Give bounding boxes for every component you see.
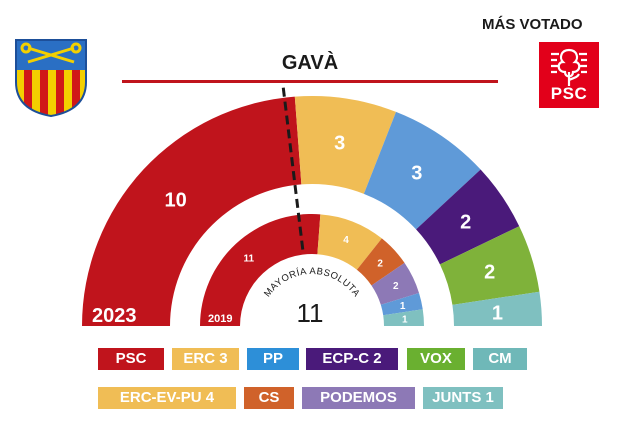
chart-title: GAVÀ (281, 52, 339, 74)
majority-value: 11 (297, 298, 324, 328)
seat-arc-0-2 (363, 111, 481, 230)
seat-label-0-2: 3 (411, 163, 422, 185)
seat-label-1-0: 11 (243, 253, 254, 264)
legend-chip-2-0: ERC-EV-PU 4 (98, 387, 236, 409)
year-label-1: 2019 (208, 313, 232, 325)
year-label-0: 2023 (92, 305, 137, 327)
seat-arc-0-3 (416, 169, 520, 265)
psc-logo-text: PSC (550, 84, 588, 103)
legend-chip-1-3: ECP-C 2 (306, 348, 398, 370)
seat-arc-1-5 (383, 309, 424, 326)
seat-label-1-1: 4 (343, 235, 349, 246)
legend-chip-2-2: PODEMOS (302, 387, 415, 409)
seat-arc-0-5 (452, 291, 542, 326)
legend-chip-1-0: PSC (98, 348, 164, 370)
seat-label-0-0: 10 (165, 190, 187, 212)
legend-chip-1-4: VOX (407, 348, 465, 370)
seat-label-1-4: 1 (400, 301, 406, 312)
seat-arc-1-4 (380, 292, 423, 316)
title-divider (122, 80, 498, 83)
seat-label-0-1: 3 (334, 132, 345, 154)
seat-label-1-2: 2 (377, 258, 383, 269)
seat-arc-1-2 (356, 238, 405, 286)
seat-arc-0-1 (294, 96, 397, 194)
seat-arc-0-4 (439, 226, 540, 305)
legend-chip-1-1: ERC 3 (172, 348, 239, 370)
seat-label-1-5: 1 (402, 315, 408, 326)
most-voted-label: MÁS VOTADO (482, 16, 583, 33)
legend-chip-2-1: CS (244, 387, 294, 409)
seat-arc-1-1 (317, 214, 382, 270)
psc-rose-icon (551, 48, 587, 86)
seat-arc-0-0 (82, 96, 302, 326)
seat-arc-1-3 (371, 262, 420, 305)
seat-arc-1-0 (200, 213, 321, 326)
seat-label-0-5: 1 (492, 302, 503, 324)
seat-label-0-4: 2 (484, 261, 495, 283)
psc-logo: PSC (539, 42, 599, 108)
majority-label: MAYORÍA ABSOLUTA (262, 266, 362, 299)
legend-chip-1-5: CM (473, 348, 527, 370)
legend-chip-2-3: JUNTS 1 (423, 387, 503, 409)
seat-label-0-3: 2 (460, 211, 471, 233)
seat-label-1-3: 2 (393, 281, 399, 292)
gava-coat-of-arms-icon (15, 39, 87, 118)
legend-chip-1-2: PP (247, 348, 299, 370)
